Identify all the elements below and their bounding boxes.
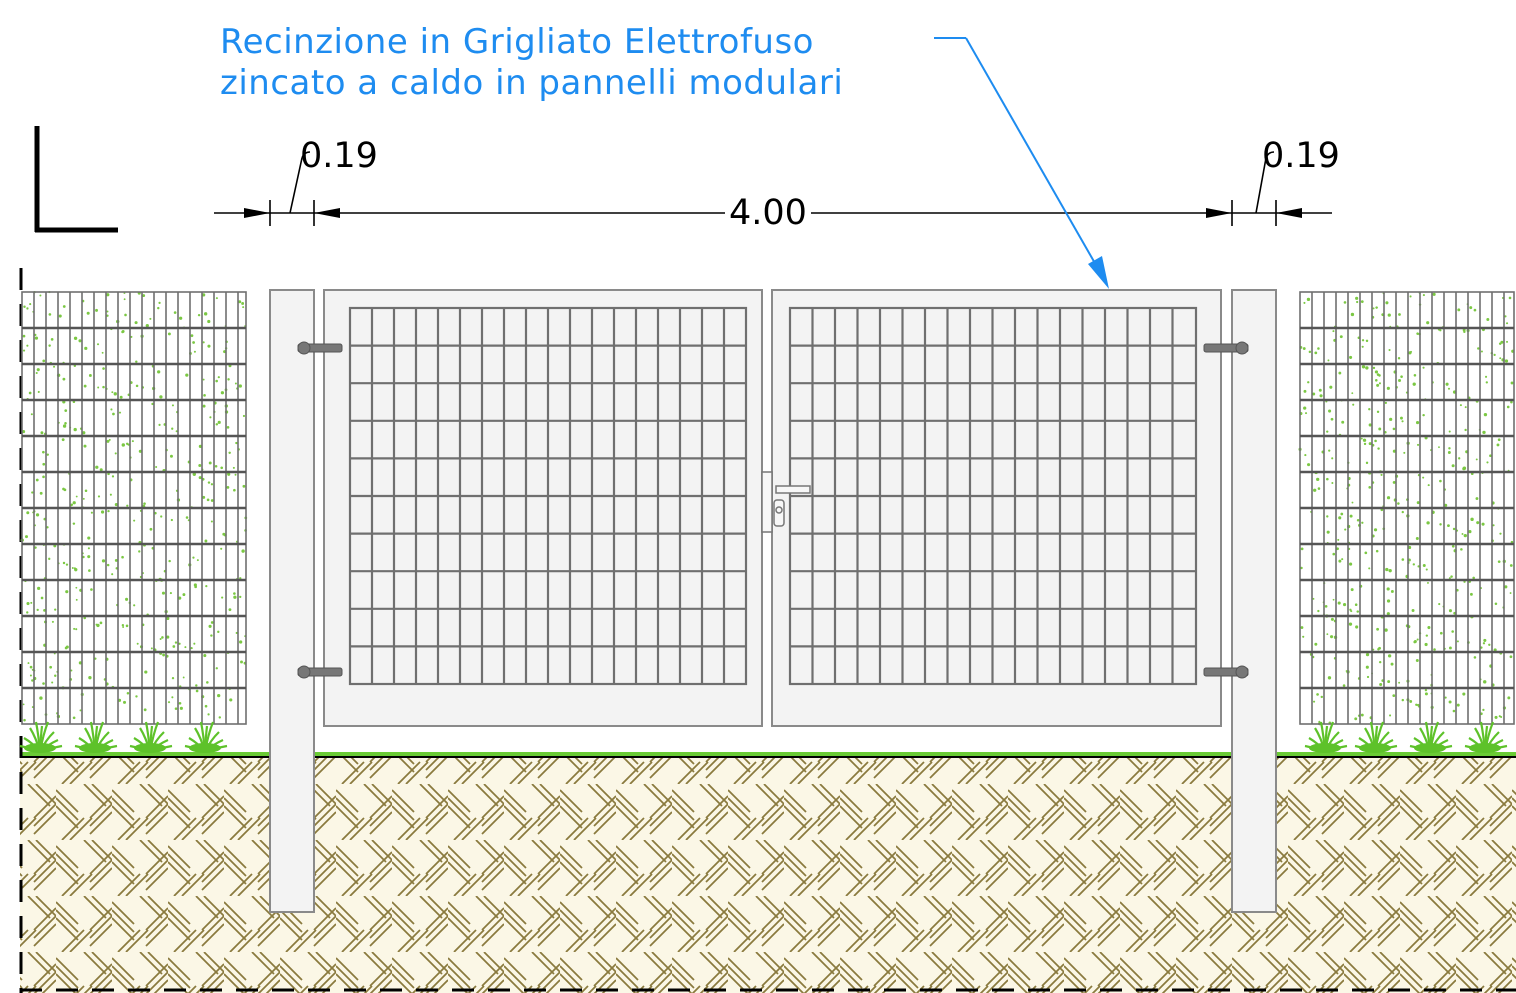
left-fence-panel xyxy=(20,290,248,725)
right-gate-frame xyxy=(771,289,1222,727)
callout-line-1: Recinzione in Grigliato Elettrofuso xyxy=(220,22,814,62)
dimension-gate-width: 4.00 xyxy=(725,193,811,233)
hinges xyxy=(297,341,1249,679)
right-fence-panel xyxy=(1298,291,1515,726)
left-gate-frame xyxy=(323,289,763,727)
left-gate-grating xyxy=(348,306,748,686)
dimension-left-post: 0.19 xyxy=(300,136,378,176)
callout-leader xyxy=(934,37,1109,289)
callout-line-2: zincato a caldo in pannelli modulari xyxy=(220,63,844,103)
soil-hatch xyxy=(20,758,1516,993)
dimension-right-post: 0.19 xyxy=(1262,136,1340,176)
callout-text: Recinzione in Grigliato Elettrofuso zinc… xyxy=(220,22,920,104)
gate-lock xyxy=(761,471,811,533)
left-post xyxy=(269,289,315,913)
grass-tufts xyxy=(19,721,1508,754)
section-marker xyxy=(34,126,118,233)
right-post xyxy=(1231,289,1277,913)
right-gate-grating xyxy=(788,306,1198,686)
dimension-arrows xyxy=(244,208,1302,218)
